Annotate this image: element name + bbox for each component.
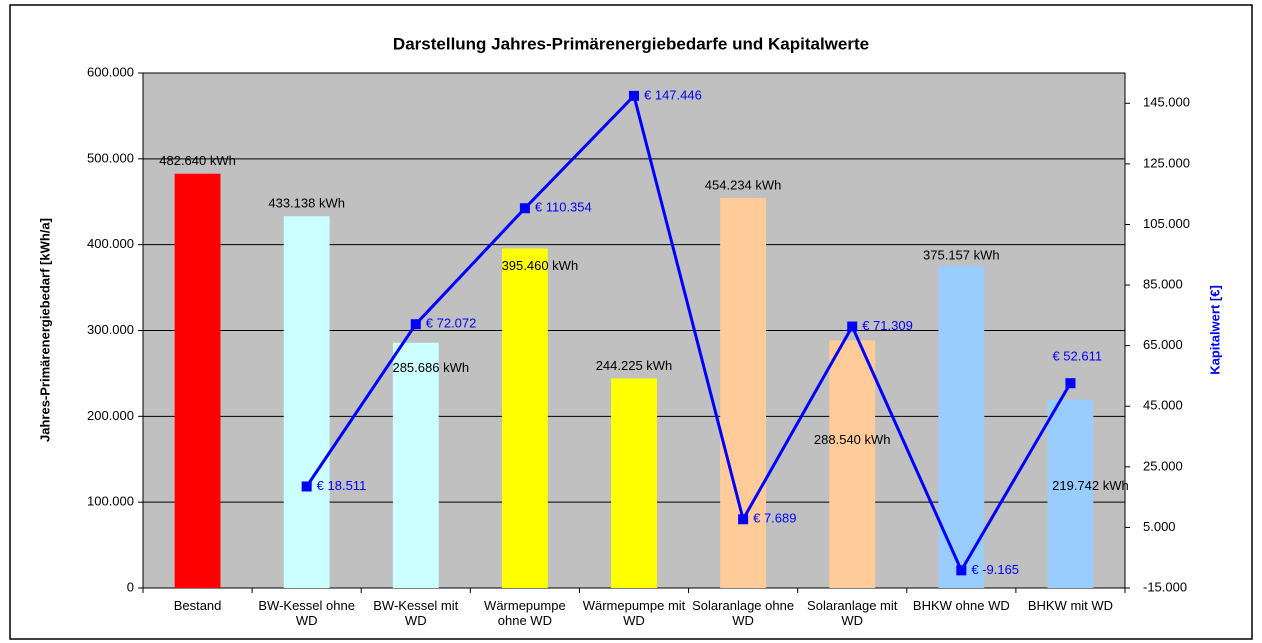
bar [829, 340, 876, 588]
line-marker [1065, 378, 1076, 389]
y2-axis-title: Kapitalwert [€] [1207, 285, 1222, 375]
line-value-label: € -9.165 [971, 562, 1019, 577]
y2-tick-label: 105.000 [1143, 216, 1190, 231]
bar [1047, 399, 1094, 588]
bar [174, 173, 221, 588]
line-value-label: € 110.354 [535, 200, 592, 215]
line-marker [410, 319, 421, 330]
x-tick-label: Wärmepumpe mit WD [582, 598, 686, 628]
x-tick-label: BW-Kessel mit WD [373, 598, 459, 628]
x-tick-label: Wärmepumpe ohne WD [484, 598, 566, 628]
bar-value-label: 454.234 kWh [705, 178, 782, 193]
line-marker [519, 203, 530, 214]
chart-title: Darstellung Jahres-Primärenergiebedarfe … [393, 34, 869, 53]
y2-tick-label: 45.000 [1143, 398, 1183, 413]
y-tick-label: 500.000 [87, 150, 134, 165]
bar [611, 378, 657, 588]
line-value-label: € 52.611 [1052, 349, 1102, 364]
bar-value-label: 288.540 kWh [814, 432, 891, 447]
line-marker [629, 90, 639, 101]
line-value-label: € 18.511 [317, 478, 367, 493]
y2-tick-label: 145.000 [1143, 95, 1190, 110]
line-value-label: € 147.446 [644, 87, 702, 102]
line-marker [956, 565, 967, 576]
bar [501, 248, 548, 588]
bar-value-label: 433.138 kWh [268, 196, 345, 211]
x-tick-label: Solaranlage ohne WD [692, 598, 795, 628]
x-tick-label: BHKW ohne WD [912, 598, 1010, 613]
bar [283, 216, 330, 589]
x-tick-label: Solaranlage mit WD [807, 598, 898, 628]
line-marker [847, 321, 858, 332]
line-value-label: € 71.309 [862, 318, 913, 333]
y-tick-label: 0 [127, 579, 134, 594]
y-axis-title: Jahres-Primärenergiebedarf [kWh/a] [37, 218, 52, 442]
y2-tick-label: 65.000 [1143, 337, 1183, 352]
y-tick-label: 400.000 [87, 236, 134, 251]
bar [392, 342, 439, 588]
y-tick-label: 600.000 [87, 64, 134, 79]
line-marker [301, 481, 312, 492]
y-tick-label: 300.000 [87, 322, 134, 337]
bar [938, 265, 985, 588]
bar-value-label: 395.460 kWh [502, 258, 579, 273]
y2-tick-label: 5.000 [1143, 519, 1176, 534]
y2-tick-label: 125.000 [1143, 155, 1190, 170]
x-tick-label: BW-Kessel ohne WD [258, 598, 355, 628]
y2-tick-label: 25.000 [1143, 458, 1183, 473]
x-tick-label: BHKW mit WD [1027, 598, 1114, 613]
line-marker [738, 514, 749, 525]
y2-tick-label: -15.000 [1143, 579, 1187, 594]
line-value-label: € 72.072 [426, 316, 477, 331]
bar [720, 198, 767, 588]
y-tick-label: 200.000 [87, 408, 134, 423]
bar-value-label: 219.742 kWh [1052, 478, 1129, 493]
line-value-label: € 7.689 [753, 511, 796, 526]
y-tick-label: 100.000 [87, 494, 134, 509]
bar-value-label: 244.225 kWh [596, 358, 673, 373]
x-tick-label: Bestand [173, 598, 222, 613]
bar-value-label: 285.686 kWh [392, 360, 469, 375]
line [305, 92, 1072, 574]
y2-tick-label: 85.000 [1143, 276, 1183, 291]
bar-value-label: 482.640 kWh [159, 153, 236, 168]
bar-value-label: 375.157 kWh [923, 247, 1000, 262]
